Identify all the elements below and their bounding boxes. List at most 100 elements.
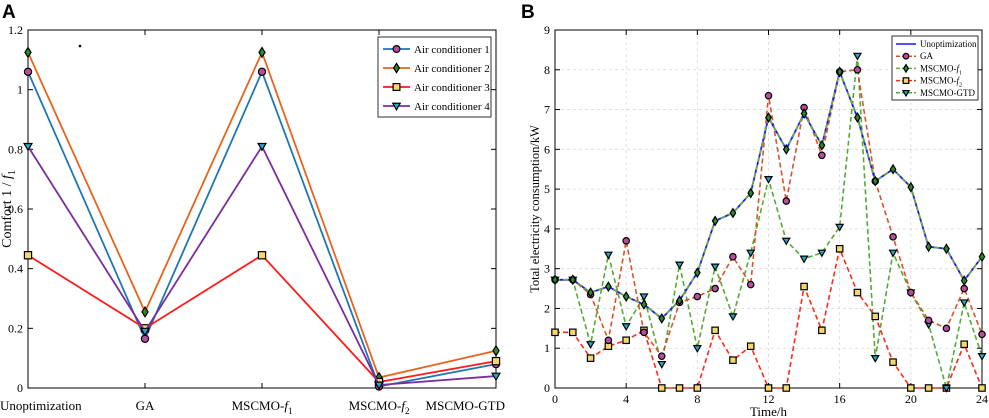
y-tick-label-a: 0.4 [8,262,23,276]
series-marker-b [924,384,933,392]
series-marker-b [746,342,755,351]
series-marker-b [781,237,791,246]
series-marker-b [853,288,862,297]
legend-label-b: GA [920,51,933,61]
series-marker-b [621,323,631,332]
y-tick-label-a: 0.8 [8,142,23,156]
legend-marker-a [391,102,402,111]
series-marker-b [622,291,630,302]
series-marker-a [491,356,501,366]
series-marker-b [639,293,649,302]
y-tick-label-a: 1.2 [8,23,23,37]
series-marker-b [765,112,772,123]
series-marker-b [800,282,808,291]
series-marker-b [835,223,845,232]
series-marker-b [747,187,755,199]
y-tick-label-b: 4 [544,222,550,236]
series-marker-b [835,244,844,253]
x-tick-label-b: 24 [976,392,988,406]
legend-marker-b [901,89,911,98]
series-marker-b [710,263,720,272]
series-marker-b [622,336,630,345]
legend-label-a: Air conditioner 3 [414,82,490,94]
series-marker-b [818,139,826,151]
y-tick-label-b: 3 [544,262,550,276]
series-marker-b [959,299,969,308]
series-marker-b [907,288,915,297]
x-tick-label-b: 20 [905,392,917,406]
series-marker-b [871,312,880,321]
series-marker-b [889,233,897,241]
series-marker-b [836,66,844,78]
legend-label-b: MSCMO-f1 [920,63,962,76]
series-marker-b [817,249,827,258]
series-marker-b [799,255,809,264]
legend-marker-a [392,44,401,53]
series-marker-b [818,151,826,160]
series-marker-a [490,372,502,382]
x-tick-label-b: 0 [552,392,558,406]
series-marker-b [764,384,773,392]
series-marker-b [907,181,915,193]
series-marker-b [568,328,577,337]
series-marker-b [622,237,630,245]
legend-label-b: MSCMO-GTD [920,88,976,98]
panel-a-letter: A [2,2,16,23]
y-tick-label-b: 6 [544,142,550,156]
series-marker-b [782,197,791,205]
series-marker-b [586,354,595,362]
series-marker-b [782,384,791,392]
series-marker-b [569,274,577,286]
series-marker-b [800,108,808,119]
series-marker-b [960,275,968,287]
series-marker-a [141,305,149,318]
legend-label-b: Unoptimization [920,39,977,49]
y-tick-label-b: 5 [544,182,550,196]
series-marker-b [604,336,613,345]
legend-marker-a [392,82,401,91]
y-tick-label-a: 1 [17,83,23,97]
series-marker-b [854,112,861,123]
x-axis-label-b: Time/h [750,404,788,418]
series-marker-b [711,326,719,335]
series-marker-b [693,267,701,279]
panel-b-letter: B [521,2,535,23]
series-marker-b [676,295,683,306]
x-tick-label-a: MSCMO-f1 [232,398,293,416]
series-marker-b [604,281,612,293]
y-axis-label-a: Comfort 1 / f1 [0,170,18,248]
x-tick-label-a: GA [136,398,155,413]
series-marker-b [586,341,596,349]
x-tick-label-b: 16 [834,392,846,406]
y-tick-label-b: 8 [544,63,550,77]
series-marker-b [888,249,898,258]
series-marker-b [640,328,648,337]
series-marker-a [257,251,267,260]
series-marker-a [257,67,267,76]
series-marker-b [889,163,897,175]
legend-label-a: Air conditioner 2 [414,63,490,75]
series-marker-b [657,352,666,360]
legend-marker-b [902,52,910,60]
x-tick-label-b: 8 [694,392,700,406]
series-marker-b [853,65,862,74]
series-marker-b [889,358,897,366]
series-marker-a [258,46,266,59]
legend-marker-b [902,63,910,74]
series-marker-b [978,251,986,263]
series-marker-b [693,292,702,301]
series-marker-b [978,330,986,339]
series-marker-b [657,384,666,392]
y-tick-label-b: 2 [544,301,550,315]
series-marker-b [711,215,719,227]
series-marker-b [925,241,933,253]
series-marker-b [587,287,595,298]
series-marker-b [658,312,666,324]
x-tick-label-b: 12 [763,392,775,406]
series-marker-b [782,143,790,155]
series-marker-b [960,340,969,349]
series-marker-b [907,384,915,392]
series-marker-a [23,67,33,76]
series-marker-b [551,274,559,286]
y-tick-label-b: 9 [544,23,550,37]
